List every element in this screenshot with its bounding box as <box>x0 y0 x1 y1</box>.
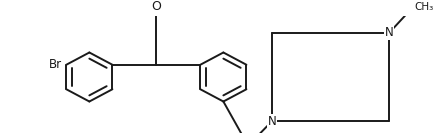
Text: O: O <box>151 0 161 13</box>
Text: CH₃: CH₃ <box>414 2 434 12</box>
Text: N: N <box>385 26 394 39</box>
Text: N: N <box>268 115 276 128</box>
Text: Br: Br <box>49 58 62 71</box>
